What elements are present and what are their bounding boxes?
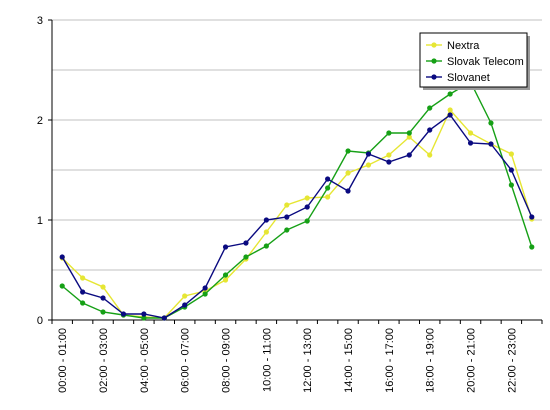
data-point (100, 295, 106, 301)
data-point (406, 134, 412, 140)
data-point (467, 130, 474, 136)
data-point (508, 182, 514, 188)
data-point (427, 152, 433, 158)
data-point (243, 240, 249, 246)
legend-label: Nextra (447, 40, 480, 52)
data-point (447, 91, 453, 97)
data-point (427, 127, 433, 133)
x-tick-label: 18:00 - 19:00 (425, 328, 437, 393)
data-point (222, 277, 229, 283)
y-tick-label: 0 (37, 315, 43, 327)
data-point (406, 152, 412, 158)
x-tick-label: 04:00 - 05:00 (139, 328, 151, 393)
data-point (182, 302, 188, 308)
data-point (161, 315, 167, 321)
data-point (447, 107, 453, 113)
data-point (263, 243, 269, 249)
legend-box (419, 32, 528, 88)
series-lines (59, 79, 535, 321)
data-point (427, 105, 433, 111)
x-tick-label: 02:00 - 03:00 (98, 328, 110, 393)
x-tick-label: 12:00 - 13:00 (302, 328, 314, 393)
x-tick-label: 14:00 - 15:00 (343, 328, 355, 393)
data-point (488, 120, 494, 126)
series-line (61, 114, 533, 319)
data-point (222, 244, 229, 250)
data-point (447, 112, 453, 118)
legend-marker (431, 58, 437, 64)
data-point (284, 214, 290, 220)
data-point (222, 272, 229, 278)
data-point (59, 283, 65, 289)
legend-label: Slovak Telecom (447, 56, 524, 68)
y-tick-label: 3 (37, 15, 43, 27)
data-point (345, 148, 351, 154)
x-tick-label: 00:00 - 01:00 (57, 328, 69, 393)
data-point (488, 141, 494, 147)
data-point (304, 218, 310, 224)
y-tick-label: 1 (37, 215, 43, 227)
data-point (141, 311, 147, 317)
legend-marker (431, 42, 437, 48)
data-point (304, 195, 310, 201)
data-point (508, 151, 514, 157)
data-point (325, 185, 331, 191)
data-point (325, 176, 331, 182)
x-tick-label: 10:00 - 11:00 (261, 328, 273, 392)
data-point (80, 275, 86, 281)
data-point (284, 202, 290, 208)
data-point (325, 194, 331, 200)
data-point (182, 293, 188, 299)
series-line (61, 81, 533, 319)
data-point (529, 214, 535, 220)
data-point (345, 170, 351, 176)
data-point (263, 229, 269, 235)
data-point (365, 162, 372, 168)
data-point (304, 204, 310, 210)
data-point (386, 130, 392, 136)
data-point (202, 285, 208, 291)
data-point (120, 311, 127, 317)
y-tick-label: 2 (37, 115, 43, 127)
x-tick-label: 08:00 - 09:00 (221, 328, 233, 393)
gridlines (52, 19, 542, 271)
legend: Nextra Slovak Telecom Slovanet (419, 32, 530, 90)
data-point (263, 217, 269, 223)
axes: 0 1 2 3 00:00 - 01:00 02:00 - 03:00 04:00 - 05… (37, 15, 543, 393)
data-point (386, 159, 392, 165)
data-point (59, 254, 65, 260)
data-point (100, 309, 106, 315)
data-point (284, 227, 290, 233)
data-point (202, 291, 208, 297)
data-point (508, 167, 514, 173)
data-point (80, 289, 86, 295)
legend-label: Slovanet (447, 72, 490, 84)
x-tick-label: 06:00 - 07:00 (180, 328, 192, 393)
x-tick-label: 20:00 - 21:00 (466, 328, 478, 393)
data-point (141, 315, 147, 321)
data-point (467, 140, 474, 146)
data-point (406, 130, 412, 136)
data-point (365, 151, 372, 157)
legend-marker (431, 74, 437, 80)
data-point (345, 188, 351, 194)
data-point (529, 244, 535, 250)
x-tick-label: 22:00 - 23:00 (506, 328, 518, 393)
data-point (386, 152, 392, 158)
data-point (80, 300, 86, 306)
series-line (61, 108, 533, 319)
data-point (243, 254, 249, 260)
data-point (100, 284, 106, 290)
x-tick-label: 16:00 - 17:00 (384, 328, 396, 393)
